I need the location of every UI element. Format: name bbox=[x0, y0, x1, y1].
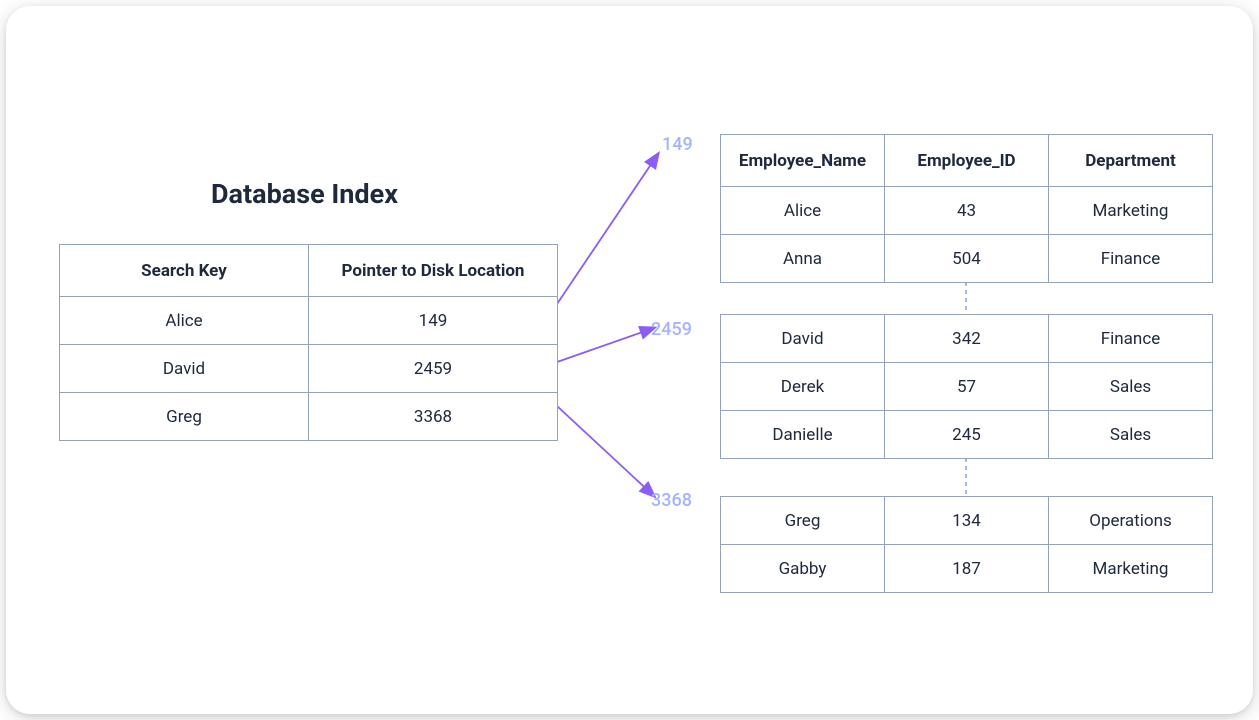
disk-cell: 134 bbox=[885, 497, 1049, 545]
pointer-label: 3368 bbox=[651, 490, 692, 511]
index-cell: David bbox=[60, 345, 309, 393]
table-row: Greg3368 bbox=[60, 393, 558, 441]
disk-cell: Danielle bbox=[721, 411, 885, 459]
pointer-arrow bbox=[557, 406, 654, 496]
disk-cell: Marketing bbox=[1049, 187, 1213, 235]
disk-cell: 43 bbox=[885, 187, 1049, 235]
disk-cell: 187 bbox=[885, 545, 1049, 593]
table-row: Derek57Sales bbox=[721, 363, 1213, 411]
index-cell: Greg bbox=[60, 393, 309, 441]
disk-cell: Derek bbox=[721, 363, 885, 411]
disk-cell: 57 bbox=[885, 363, 1049, 411]
pointer-arrow bbox=[557, 154, 658, 304]
disk-cell: Greg bbox=[721, 497, 885, 545]
table-row: David342Finance bbox=[721, 315, 1213, 363]
pointer-label: 2459 bbox=[651, 319, 692, 340]
disk-cell: Sales bbox=[1049, 363, 1213, 411]
index-cell: 3368 bbox=[309, 393, 558, 441]
index-cell: Alice bbox=[60, 297, 309, 345]
disk-cell: Gabby bbox=[721, 545, 885, 593]
disk-cell: Finance bbox=[1049, 315, 1213, 363]
disk-header-cell: Department bbox=[1049, 135, 1213, 187]
index-header-cell: Pointer to Disk Location bbox=[309, 245, 558, 297]
disk-cell: 504 bbox=[885, 235, 1049, 283]
diagram-title: Database Index bbox=[211, 178, 398, 210]
table-row: Anna504Finance bbox=[721, 235, 1213, 283]
disk-block-table: David342FinanceDerek57SalesDanielle245Sa… bbox=[720, 314, 1213, 459]
disk-cell: Anna bbox=[721, 235, 885, 283]
table-row: David2459 bbox=[60, 345, 558, 393]
table-row: Alice43Marketing bbox=[721, 187, 1213, 235]
disk-cell: Alice bbox=[721, 187, 885, 235]
disk-block-table: Greg134OperationsGabby187Marketing bbox=[720, 496, 1213, 593]
pointer-arrow bbox=[557, 328, 654, 362]
diagram-card: Database Index Search KeyPointer to Disk… bbox=[6, 6, 1253, 714]
disk-header-cell: Employee_Name bbox=[721, 135, 885, 187]
disk-cell: 245 bbox=[885, 411, 1049, 459]
table-row: Danielle245Sales bbox=[721, 411, 1213, 459]
disk-cell: Sales bbox=[1049, 411, 1213, 459]
index-cell: 2459 bbox=[309, 345, 558, 393]
index-table: Search KeyPointer to Disk LocationAlice1… bbox=[59, 244, 558, 441]
index-header-cell: Search Key bbox=[60, 245, 309, 297]
pointer-label: 149 bbox=[662, 134, 693, 155]
disk-cell: 342 bbox=[885, 315, 1049, 363]
table-row: Greg134Operations bbox=[721, 497, 1213, 545]
disk-block-table: Employee_NameEmployee_IDDepartmentAlice4… bbox=[720, 134, 1213, 283]
table-row: Alice149 bbox=[60, 297, 558, 345]
disk-cell: Finance bbox=[1049, 235, 1213, 283]
disk-cell: David bbox=[721, 315, 885, 363]
disk-header-cell: Employee_ID bbox=[885, 135, 1049, 187]
index-cell: 149 bbox=[309, 297, 558, 345]
table-row: Gabby187Marketing bbox=[721, 545, 1213, 593]
disk-cell: Operations bbox=[1049, 497, 1213, 545]
disk-cell: Marketing bbox=[1049, 545, 1213, 593]
